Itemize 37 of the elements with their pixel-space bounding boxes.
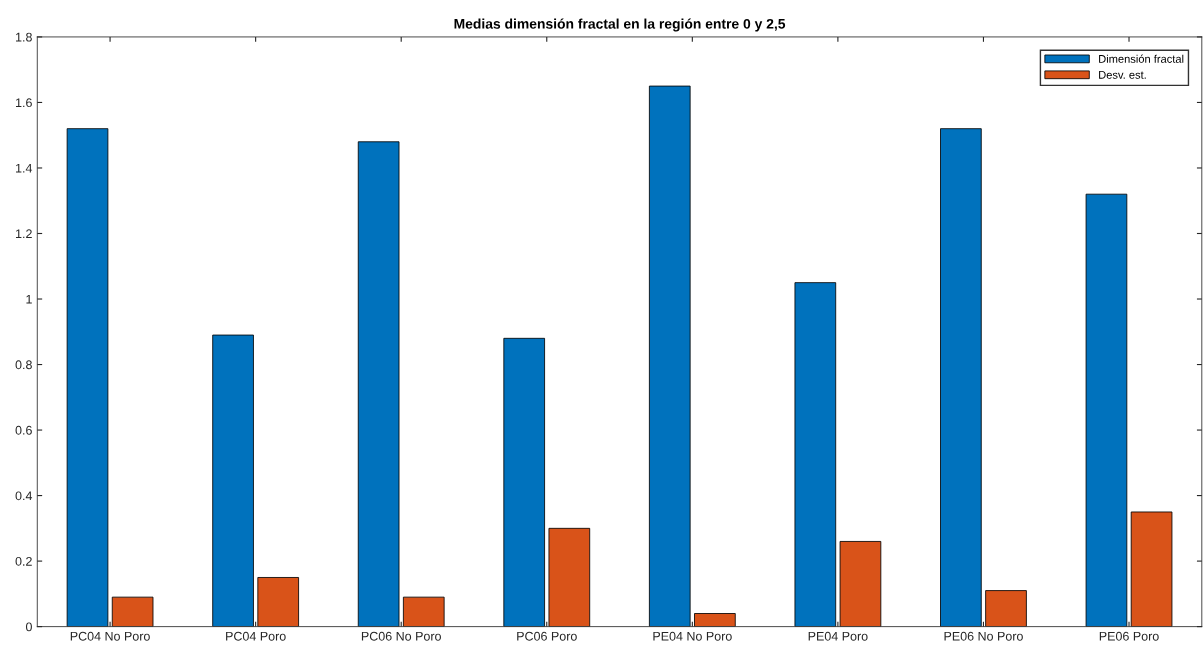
bar [940, 128, 982, 627]
y-tick-label: 0.8 [15, 360, 32, 370]
legend-label: Desv. est. [1099, 71, 1146, 79]
y-tick-label: 1.4 [16, 163, 33, 173]
bar [111, 596, 154, 627]
bar [1130, 511, 1173, 627]
bar [503, 337, 545, 627]
bar [402, 596, 445, 627]
bar [548, 527, 591, 627]
bar [257, 577, 299, 627]
x-tick-label: PC06 Poro [517, 631, 577, 641]
x-tick-label: PE06 No Poro [944, 631, 1023, 641]
y-tick-label: 1.2 [16, 229, 32, 239]
bar [648, 85, 691, 627]
x-tick-label: PE04 Poro [808, 631, 868, 641]
y-tick-label: 1.6 [16, 98, 32, 108]
bar [1085, 193, 1128, 627]
x-tick-label: PC06 No Poro [361, 631, 441, 641]
bar [839, 541, 882, 627]
x-tick-label: PC04 Poro [226, 631, 286, 641]
bar [66, 128, 109, 627]
y-tick-label: 0.4 [15, 491, 33, 501]
bar [694, 613, 736, 627]
legend-label: Dimensión fractal [1099, 54, 1184, 63]
bar [212, 334, 254, 627]
chart-title: Medias dimensión fractal en la región entre 0 y 2,5 [454, 18, 786, 32]
y-tick-label: 0 [25, 622, 32, 632]
x-tick-label: PC04 No Poro [70, 631, 150, 641]
y-tick-label: 1 [26, 294, 32, 304]
y-tick-label: 0.6 [15, 425, 32, 435]
bar [357, 141, 400, 627]
x-tick-label: PE04 No Poro [653, 631, 732, 641]
y-tick-label: 0.2 [15, 556, 32, 566]
bar [985, 590, 1027, 627]
y-tick-label: 1.8 [16, 32, 32, 42]
x-tick-label: PE06 Poro [1099, 631, 1159, 641]
bar [794, 282, 837, 627]
